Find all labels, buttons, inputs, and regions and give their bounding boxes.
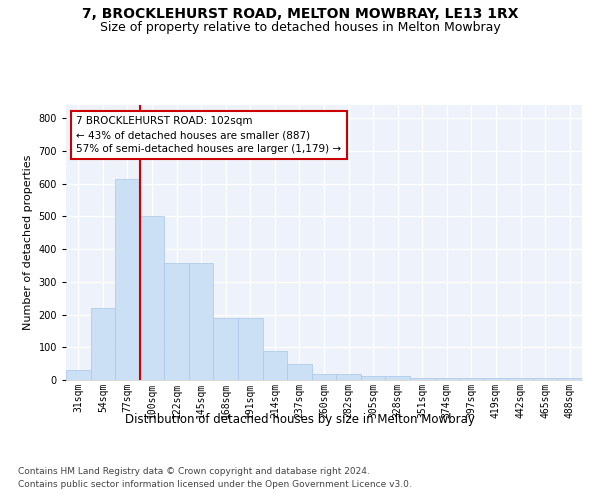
Bar [459, 378, 484, 380]
Bar [410, 378, 434, 380]
Bar [66, 370, 91, 380]
Bar [434, 378, 459, 380]
Bar [484, 378, 508, 380]
Bar [214, 318, 238, 380]
Bar [140, 216, 164, 380]
Bar [336, 374, 361, 380]
Bar [312, 374, 336, 380]
Bar [508, 378, 533, 380]
Bar [385, 376, 410, 380]
Bar [164, 263, 189, 380]
Bar [361, 376, 385, 380]
Text: Contains public sector information licensed under the Open Government Licence v3: Contains public sector information licen… [18, 480, 412, 489]
Bar [238, 318, 263, 380]
Bar [263, 350, 287, 380]
Text: Distribution of detached houses by size in Melton Mowbray: Distribution of detached houses by size … [125, 412, 475, 426]
Bar [91, 308, 115, 380]
Bar [557, 378, 582, 380]
Bar [115, 178, 140, 380]
Text: 7, BROCKLEHURST ROAD, MELTON MOWBRAY, LE13 1RX: 7, BROCKLEHURST ROAD, MELTON MOWBRAY, LE… [82, 8, 518, 22]
Bar [189, 263, 214, 380]
Text: Contains HM Land Registry data © Crown copyright and database right 2024.: Contains HM Land Registry data © Crown c… [18, 468, 370, 476]
Text: Size of property relative to detached houses in Melton Mowbray: Size of property relative to detached ho… [100, 21, 500, 34]
Bar [533, 378, 557, 380]
Text: 7 BROCKLEHURST ROAD: 102sqm
← 43% of detached houses are smaller (887)
57% of se: 7 BROCKLEHURST ROAD: 102sqm ← 43% of det… [76, 116, 341, 154]
Bar [287, 364, 312, 380]
Y-axis label: Number of detached properties: Number of detached properties [23, 155, 33, 330]
